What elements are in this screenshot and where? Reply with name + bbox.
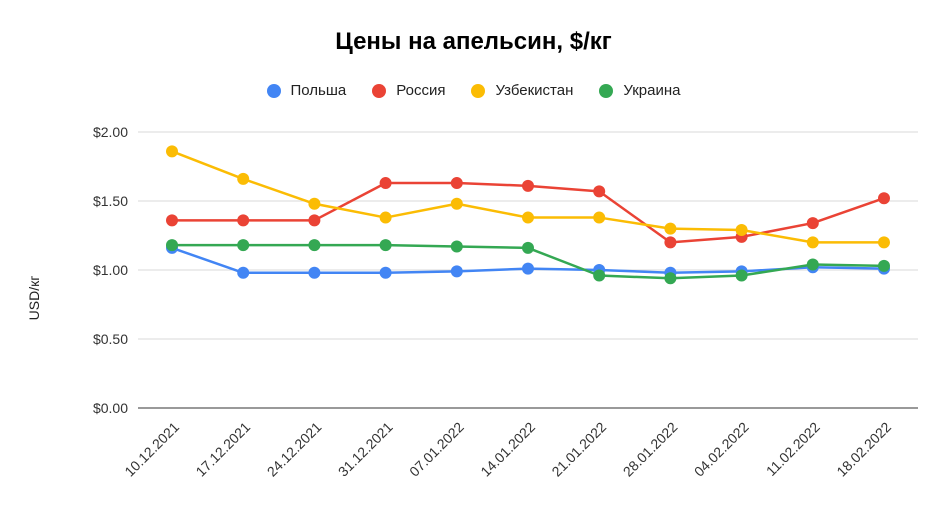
data-point [664,272,677,285]
y-tick-label: $0.00 [93,400,128,416]
x-tick-label: 28.01.2022 [620,419,681,480]
y-tick-label: $1.50 [93,193,128,209]
legend-marker-poland [266,83,281,98]
data-point [166,214,178,227]
data-point [735,223,748,236]
legend-label-russia: Россия [396,82,446,99]
x-tick-label: 31.12.2021 [335,419,396,480]
data-point [379,211,392,224]
data-point [450,265,463,278]
data-point [806,258,819,271]
data-point [237,239,250,252]
y-tick-label: $1.00 [93,262,128,278]
data-point [308,214,321,227]
data-point [237,266,250,279]
data-point [522,179,534,192]
y-tick-label: $2.00 [93,124,128,140]
data-point [308,266,321,279]
legend-item-poland: Польша [266,82,347,99]
data-point [522,241,534,254]
data-point [379,266,392,279]
data-point [308,239,321,252]
data-point [878,192,890,205]
x-tick-label: 21.01.2022 [548,419,609,480]
x-tick-label: 14.01.2022 [477,419,538,480]
data-point [878,259,890,272]
legend: Польша Россия Узбекистан Украина [0,82,947,99]
data-point [450,240,463,253]
legend-label-uzbekistan: Узбекистан [495,82,574,99]
legend-label-poland: Польша [290,82,347,99]
legend-marker-ukraine [599,83,614,98]
chart-title: Цены на апельсин, $/кг [335,28,612,55]
data-point [806,236,819,249]
data-point [664,236,677,249]
legend-marker-russia [372,83,387,98]
legend-marker-uzbekistan [471,83,486,98]
x-tick-label: 24.12.2021 [264,419,325,480]
x-tick-label: 04.02.2022 [691,419,752,480]
x-tick-label: 18.02.2022 [833,419,894,480]
data-point [522,211,534,224]
data-point [166,239,178,252]
y-tick-label: $0.50 [93,331,128,347]
data-point [379,177,392,190]
data-point [237,214,250,227]
data-point [878,236,890,249]
data-point [593,211,606,224]
data-point [664,222,677,235]
x-tick-label: 11.02.2022 [763,419,823,479]
data-point [237,172,250,185]
legend-item-ukraine: Украина [599,82,681,99]
x-tick-label: 17.12.2021 [192,419,253,480]
data-point [593,185,606,198]
x-tick-label: 10.12.2021 [121,419,182,480]
data-point [735,269,748,282]
legend-item-russia: Россия [372,82,445,99]
legend-item-uzbekistan: Узбекистан [471,82,573,99]
data-point [379,239,392,252]
data-point [450,177,463,190]
data-point [806,217,819,230]
data-point [593,269,606,282]
data-point [166,145,178,158]
legend-label-ukraine: Украина [623,82,681,99]
data-point [522,262,534,275]
data-point [308,197,321,210]
x-tick-label: 07.01.2022 [406,419,467,480]
data-point [450,197,463,210]
